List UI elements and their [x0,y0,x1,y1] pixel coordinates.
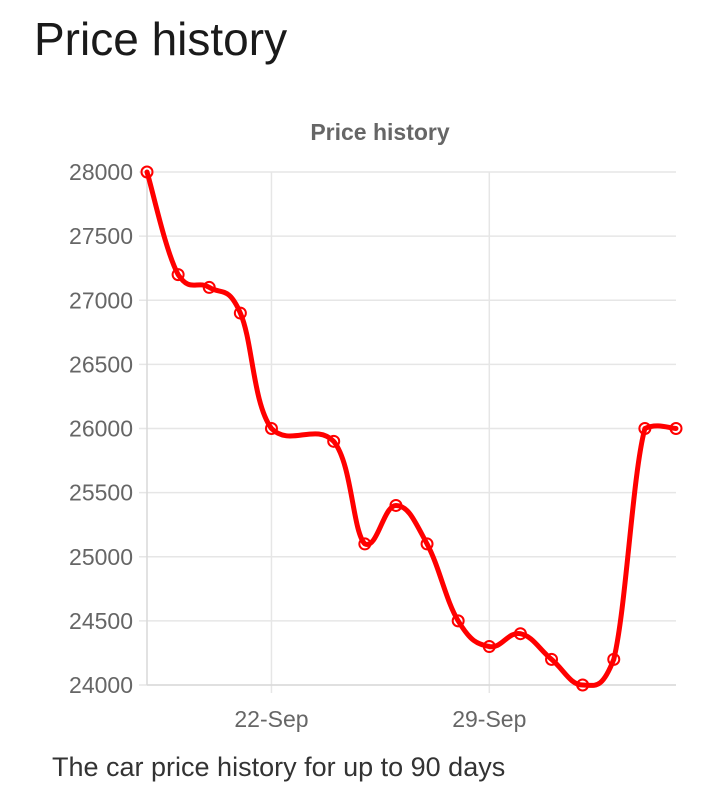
y-tick-label: 25000 [69,544,133,570]
data-point[interactable] [264,422,278,435]
y-tick-label: 28000 [69,159,133,185]
chart-grid [139,171,676,693]
data-point[interactable] [607,652,621,666]
data-point[interactable] [389,498,403,512]
data-point[interactable] [140,165,154,179]
data-point[interactable] [420,537,434,551]
y-tick-label: 26500 [69,351,133,377]
data-point[interactable] [327,434,341,448]
y-tick-label: 26000 [69,416,133,442]
chart-title: Price history [310,119,450,145]
price-history-chart: Price history 28000275002700026500260002… [69,119,683,732]
chart-axes: 28000 27500 27000 26500 26000 25500 25000 24500… [69,159,676,732]
page-heading: Price history [34,13,288,65]
data-point[interactable] [576,678,590,692]
data-point[interactable] [638,422,652,435]
data-point[interactable] [513,627,527,641]
data-point[interactable] [451,614,465,628]
data-point[interactable] [202,280,216,294]
data-point[interactable] [669,422,683,435]
x-tick-label: 22-Sep [234,706,308,732]
y-tick-label: 24500 [69,608,133,634]
y-tick-label: 27500 [69,223,133,249]
data-point[interactable] [482,640,496,654]
data-point[interactable] [358,537,372,551]
y-tick-label: 24000 [69,672,133,698]
chart-series [140,165,683,692]
data-point[interactable] [545,652,559,666]
y-tick-label: 27000 [69,287,133,313]
data-point[interactable] [171,268,185,282]
x-tick-label: 29-Sep [452,706,526,732]
y-tick-label: 25500 [69,480,133,506]
chart-caption: The car price history for up to 90 days [52,752,506,782]
data-point[interactable] [233,306,247,320]
